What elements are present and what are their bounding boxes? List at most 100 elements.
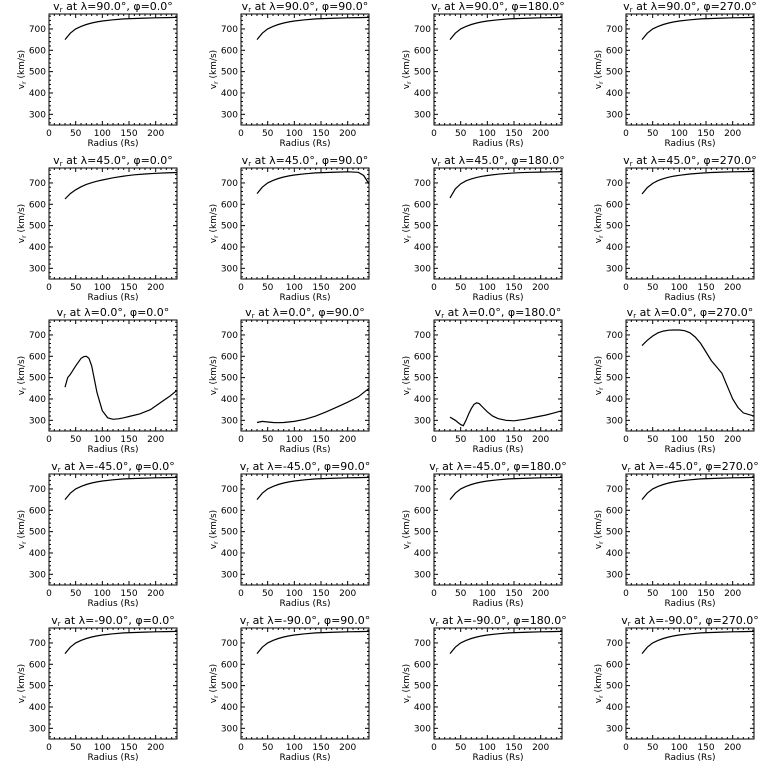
ylabel-subscript: r bbox=[213, 81, 220, 84]
x-tick-label: 100 bbox=[479, 435, 496, 445]
y-tick-label: 500 bbox=[29, 528, 46, 538]
ylabel-var: v bbox=[402, 543, 412, 549]
series-line bbox=[449, 630, 563, 654]
y-tick-label: 400 bbox=[606, 549, 623, 559]
y-tick-label: 300 bbox=[221, 416, 238, 426]
y-axis-label: vr (km/s) bbox=[17, 50, 28, 89]
x-tick-label: 200 bbox=[147, 435, 164, 445]
x-tick-label: 50 bbox=[647, 283, 659, 293]
ylabel-var: v bbox=[402, 237, 412, 243]
y-tick-label: 600 bbox=[221, 352, 238, 362]
x-axis-label: Radius (Rs) bbox=[87, 139, 138, 149]
x-tick-label: 200 bbox=[339, 589, 356, 599]
title-var: v bbox=[240, 460, 247, 473]
y-tick-label: 500 bbox=[221, 682, 238, 692]
y-axis-label: vr (km/s) bbox=[209, 204, 220, 243]
series-line bbox=[449, 16, 563, 40]
title-subscript: r bbox=[246, 466, 249, 474]
y-tick-label: 300 bbox=[29, 110, 46, 120]
y-axis-label: vr (km/s) bbox=[209, 664, 220, 703]
panel-title: vr at λ=-90.0°, φ=270.0° bbox=[621, 614, 759, 628]
y-tick-label: 500 bbox=[29, 222, 46, 232]
x-tick-label: 0 bbox=[623, 589, 629, 599]
y-tick-label: 700 bbox=[221, 25, 238, 35]
panel-title: vr at λ=0.0°, φ=0.0° bbox=[57, 306, 170, 320]
x-tick-label: 200 bbox=[339, 283, 356, 293]
title-rest: at λ=-90.0°, φ=270.0° bbox=[631, 614, 759, 627]
plot-frame bbox=[48, 627, 178, 740]
y-tick-label: 500 bbox=[221, 528, 238, 538]
y-tick-label: 400 bbox=[414, 89, 431, 99]
plot-frame bbox=[240, 627, 370, 740]
title-rest: at λ=45.0°, φ=180.0° bbox=[441, 154, 565, 167]
ylabel-unit: (km/s) bbox=[17, 204, 27, 236]
title-subscript: r bbox=[252, 312, 255, 320]
x-tick-label: 100 bbox=[479, 283, 496, 293]
title-rest: at λ=-45.0°, φ=180.0° bbox=[439, 460, 567, 473]
y-tick-label: 400 bbox=[29, 549, 46, 559]
x-tick-label: 50 bbox=[455, 743, 467, 753]
x-tick-label: 150 bbox=[505, 283, 522, 293]
x-axis-label: Radius (Rs) bbox=[87, 599, 138, 609]
panel-title: vr at λ=-90.0°, φ=180.0° bbox=[429, 614, 567, 628]
x-tick-label: 50 bbox=[647, 129, 659, 139]
ylabel-unit: (km/s) bbox=[209, 50, 219, 82]
panel-title: vr at λ=90.0°, φ=90.0° bbox=[242, 0, 369, 14]
y-tick-label: 500 bbox=[414, 68, 431, 78]
ylabel-subscript: r bbox=[598, 235, 605, 238]
x-tick-label: 150 bbox=[505, 743, 522, 753]
x-tick-label: 150 bbox=[120, 589, 137, 599]
panel: vr at λ=-45.0°, φ=270.0°0 50 100 150 2003004… bbox=[594, 460, 759, 609]
ylabel-subscript: r bbox=[406, 235, 413, 238]
y-tick-label: 600 bbox=[29, 660, 46, 670]
plot-frame bbox=[240, 319, 370, 432]
title-var: v bbox=[429, 460, 436, 473]
ylabel-var: v bbox=[17, 697, 27, 703]
y-tick-label: 600 bbox=[414, 352, 431, 362]
y-axis-label: vr (km/s) bbox=[17, 356, 28, 395]
x-tick-label: 150 bbox=[697, 283, 714, 293]
ylabel-var: v bbox=[594, 83, 604, 89]
ylabel-var: v bbox=[17, 83, 27, 89]
y-tick-label: 500 bbox=[606, 682, 623, 692]
x-tick-label: 100 bbox=[479, 743, 496, 753]
title-subscript: r bbox=[436, 620, 439, 628]
y-tick-label: 700 bbox=[414, 179, 431, 189]
panel-title: vr at λ=-45.0°, φ=90.0° bbox=[240, 460, 371, 474]
y-tick-label: 300 bbox=[29, 264, 46, 274]
y-tick-label: 300 bbox=[606, 264, 623, 274]
x-tick-label: 50 bbox=[262, 283, 274, 293]
x-axis-label: Radius (Rs) bbox=[472, 293, 523, 303]
x-tick-label: 150 bbox=[312, 589, 329, 599]
y-tick-label: 700 bbox=[29, 179, 46, 189]
x-axis-label: Radius (Rs) bbox=[472, 445, 523, 455]
y-tick-label: 500 bbox=[414, 374, 431, 384]
x-axis-label: Radius (Rs) bbox=[279, 445, 330, 455]
ylabel-unit: (km/s) bbox=[17, 50, 27, 82]
plot-frame bbox=[433, 13, 563, 126]
panel: vr at λ=90.0°, φ=270.0°0 50 100 150 20030040… bbox=[594, 0, 757, 149]
x-tick-label: 50 bbox=[70, 743, 82, 753]
x-tick-label: 50 bbox=[455, 129, 467, 139]
y-tick-label: 600 bbox=[606, 660, 623, 670]
ylabel-subscript: r bbox=[598, 387, 605, 390]
y-tick-label: 400 bbox=[221, 395, 238, 405]
x-axis-label: Radius (Rs) bbox=[279, 293, 330, 303]
x-tick-label: 100 bbox=[94, 743, 111, 753]
x-tick-label: 200 bbox=[339, 435, 356, 445]
ylabel-subscript: r bbox=[213, 387, 220, 390]
panel: vr at λ=45.0°, φ=90.0°0 50 100 150 200300400… bbox=[209, 154, 370, 303]
ylabel-unit: (km/s) bbox=[209, 510, 219, 542]
title-subscript: r bbox=[248, 6, 251, 14]
x-tick-label: 50 bbox=[455, 435, 467, 445]
plot-frame bbox=[625, 13, 755, 126]
y-tick-label: 700 bbox=[221, 179, 238, 189]
y-tick-label: 400 bbox=[606, 243, 623, 253]
x-tick-label: 150 bbox=[120, 435, 137, 445]
ylabel-subscript: r bbox=[213, 695, 220, 698]
title-var: v bbox=[431, 0, 438, 13]
title-subscript: r bbox=[633, 312, 636, 320]
series-line bbox=[256, 16, 370, 40]
series-line bbox=[256, 476, 370, 500]
